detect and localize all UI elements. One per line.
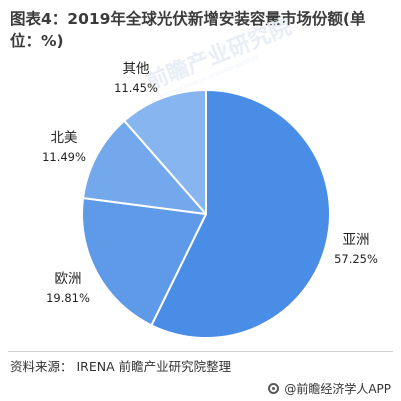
footer-divider: [8, 351, 393, 352]
watermark-text: 前瞻产业研究院: [143, 14, 296, 96]
brand-text: @前瞻经济学人APP: [284, 382, 391, 396]
slice-label-value: 57.25%: [334, 252, 378, 266]
pie-labels: 亚洲 57.25% 欧洲 19.81% 北美 11.49% 其他 11.45%: [42, 61, 378, 305]
slice-label-name: 欧洲: [55, 271, 82, 287]
pie-slice-1: [150, 89, 331, 339]
pie-slice-2: [81, 197, 207, 327]
chart-title: 图表4：2019年全球光伏新增安装容量市场份额(单位：%): [10, 10, 366, 50]
slice-label-value: 11.45%: [114, 81, 158, 95]
slice-label-value: 19.81%: [46, 291, 90, 305]
slice-label-name: 北美: [51, 130, 78, 146]
pie-slices: [81, 89, 331, 339]
slice-label-name: 亚洲: [343, 232, 370, 248]
brand-logo-icon: [268, 383, 280, 394]
slice-label-value: 11.49%: [42, 150, 86, 164]
source-note: 资料来源： IRENA 前瞻产业研究院整理: [10, 359, 232, 374]
pie-slice-4: [123, 89, 207, 215]
brand-credit: @前瞻经济学人APP: [268, 380, 391, 397]
slice-label-name: 其他: [123, 61, 150, 77]
pie-slice-3: [82, 119, 207, 215]
